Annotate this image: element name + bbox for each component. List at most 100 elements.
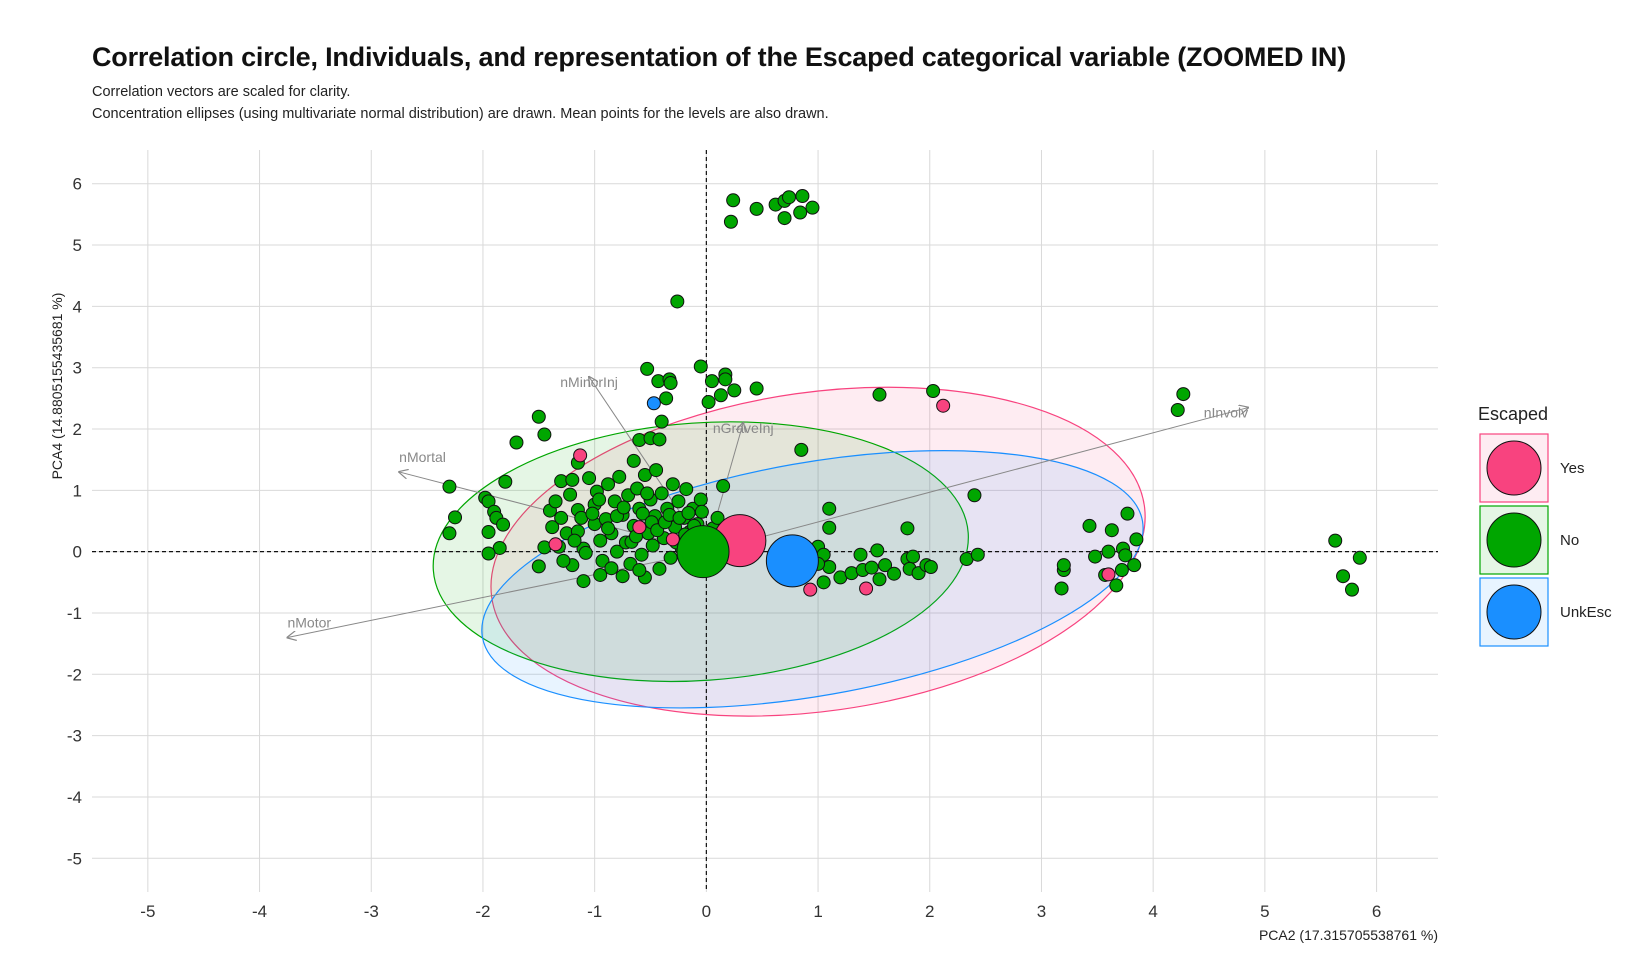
x-tick-label: 5 <box>1260 902 1269 921</box>
point-no <box>816 575 831 590</box>
x-tick-label: -3 <box>364 902 379 921</box>
x-tick-label: 4 <box>1148 902 1157 921</box>
vector-label-ninvolv: nInvolv <box>1204 405 1248 421</box>
point-no <box>645 538 660 553</box>
point-no <box>652 561 667 576</box>
point-no <box>878 558 893 573</box>
mean-point-no <box>676 525 730 579</box>
y-tick-label: 3 <box>73 359 82 378</box>
point-no <box>1127 558 1142 573</box>
point-no <box>900 521 915 536</box>
point-no <box>442 526 457 541</box>
point-no <box>663 550 678 565</box>
chart-subtitle-line-2: Concentration ellipses (using multivaria… <box>92 106 829 122</box>
point-no <box>872 387 887 402</box>
point-no <box>1114 563 1129 578</box>
legend-key-dot-no <box>1486 512 1542 568</box>
point-no <box>926 383 941 398</box>
point-no <box>1104 523 1119 538</box>
point-no <box>634 547 649 562</box>
point-no <box>481 525 496 540</box>
point-no <box>612 469 627 484</box>
point-yes <box>936 398 951 413</box>
point-no <box>694 504 709 519</box>
point-no <box>864 560 879 575</box>
point-no <box>652 432 667 447</box>
point-no <box>793 205 808 220</box>
vector-label-nmotor: nMotor <box>287 615 331 631</box>
point-yes <box>859 581 874 596</box>
point-no <box>822 520 837 535</box>
x-tick-label: -4 <box>252 902 267 921</box>
reference-lines <box>92 150 1438 892</box>
point-no <box>1082 518 1097 533</box>
point-no <box>565 472 580 487</box>
point-no <box>635 506 650 521</box>
legend: Escaped Yes No UnkEsc <box>1478 404 1612 647</box>
point-no <box>640 361 655 376</box>
point-no <box>727 383 742 398</box>
y-tick-label: 0 <box>73 543 82 562</box>
point-no <box>726 193 741 208</box>
point-no <box>1109 578 1124 593</box>
point-no <box>872 572 887 587</box>
point-yes <box>573 448 588 463</box>
vector-label-nmortal: nMortal <box>399 449 446 465</box>
x-tick-label: -5 <box>140 902 155 921</box>
point-no <box>782 190 797 205</box>
point-no <box>609 544 624 559</box>
point-no <box>592 492 607 507</box>
x-tick-label: 1 <box>813 902 822 921</box>
point-no <box>578 545 593 560</box>
point-no <box>531 409 546 424</box>
point-no <box>716 479 731 494</box>
point-no <box>593 533 608 548</box>
point-no <box>704 374 719 389</box>
point-no <box>649 463 664 478</box>
point-no <box>601 521 616 536</box>
y-tick-label: 2 <box>73 420 82 439</box>
legend-label-no: No <box>1560 532 1579 549</box>
legend-key-dot-unkesc <box>1486 584 1542 640</box>
point-no <box>442 479 457 494</box>
point-no <box>1056 558 1071 573</box>
point-no <box>1336 569 1351 584</box>
point-no <box>1170 403 1185 418</box>
point-no <box>492 540 507 555</box>
point-no <box>805 200 820 215</box>
point-no <box>701 395 716 410</box>
point-no <box>1176 387 1191 402</box>
y-tick-label: -5 <box>67 849 82 868</box>
y-tick-label: -2 <box>67 665 82 684</box>
point-no <box>870 543 885 558</box>
point-no <box>531 559 546 574</box>
x-axis-title: PCA2 (17.315705538761 %) <box>1259 927 1438 943</box>
point-no <box>567 533 582 548</box>
point-no <box>749 201 764 216</box>
point-no <box>626 453 641 468</box>
point-no <box>1328 533 1343 548</box>
y-axis-title: PCA4 (14.8805155435681 %) <box>49 293 65 480</box>
point-no <box>970 547 985 562</box>
y-tick-label: 5 <box>73 236 82 255</box>
point-no <box>601 477 616 492</box>
point-no <box>563 487 578 502</box>
legend-label-unkesc: UnkEsc <box>1560 604 1612 621</box>
point-no <box>795 188 810 203</box>
point-no <box>593 567 608 582</box>
vector-ninvolv <box>706 408 1248 553</box>
point-no <box>671 494 686 509</box>
point-no <box>556 553 571 568</box>
y-tick-label: 6 <box>73 175 82 194</box>
point-no <box>632 563 647 578</box>
point-no <box>545 520 560 535</box>
point-no <box>794 442 809 457</box>
point-no <box>481 546 496 561</box>
legend-title: Escaped <box>1478 404 1548 424</box>
point-no <box>576 574 591 589</box>
x-tick-label: 3 <box>1037 902 1046 921</box>
x-tick-label: 2 <box>925 902 934 921</box>
y-tick-label: 4 <box>73 297 82 316</box>
y-tick-label: -4 <box>67 788 82 807</box>
